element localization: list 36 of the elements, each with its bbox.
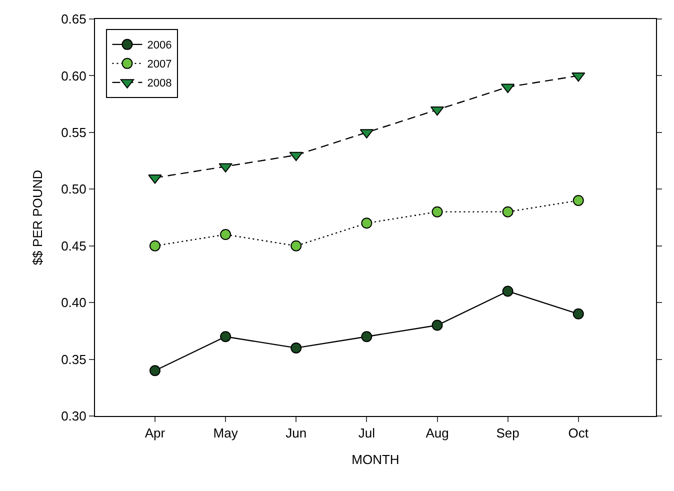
x-axis-title: MONTH (352, 452, 400, 468)
point (289, 152, 303, 162)
point (361, 218, 372, 229)
y-tick-label: 0.30 (61, 408, 86, 424)
y-tick-label: 0.45 (61, 238, 86, 254)
point (432, 320, 443, 331)
point (361, 331, 372, 342)
x-tick-label: Apr (144, 426, 166, 441)
point (290, 240, 302, 252)
point (572, 194, 584, 206)
x-tick-label: Oct (568, 426, 589, 441)
point (290, 342, 302, 354)
y-tick-label: 0.55 (61, 124, 86, 140)
legend-label: 2008 (147, 78, 172, 90)
x-tick-label: Aug (426, 426, 449, 441)
point (572, 308, 584, 320)
x-tick-label: Jul (358, 426, 376, 441)
y-tick-label: 0.65 (61, 12, 86, 27)
y-axis-title: $$ PER POUND (30, 170, 46, 266)
x-tick-label: Jun (286, 426, 307, 441)
y-tick-label: 0.60 (61, 68, 86, 84)
y-tick-label: 0.35 (61, 352, 86, 367)
point (572, 72, 586, 82)
point (220, 229, 232, 240)
x-tick-label: May (213, 426, 238, 441)
legend-label: 2007 (147, 58, 172, 71)
x-tick-label: Sep (496, 426, 520, 441)
legend-label: 2006 (147, 40, 172, 52)
point (502, 206, 514, 218)
point (149, 240, 160, 252)
point (432, 206, 443, 218)
point (149, 365, 160, 376)
y-tick-label: 0.50 (61, 182, 86, 197)
point (502, 286, 514, 297)
point (220, 331, 232, 342)
y-tick-label: 0.40 (61, 295, 86, 310)
